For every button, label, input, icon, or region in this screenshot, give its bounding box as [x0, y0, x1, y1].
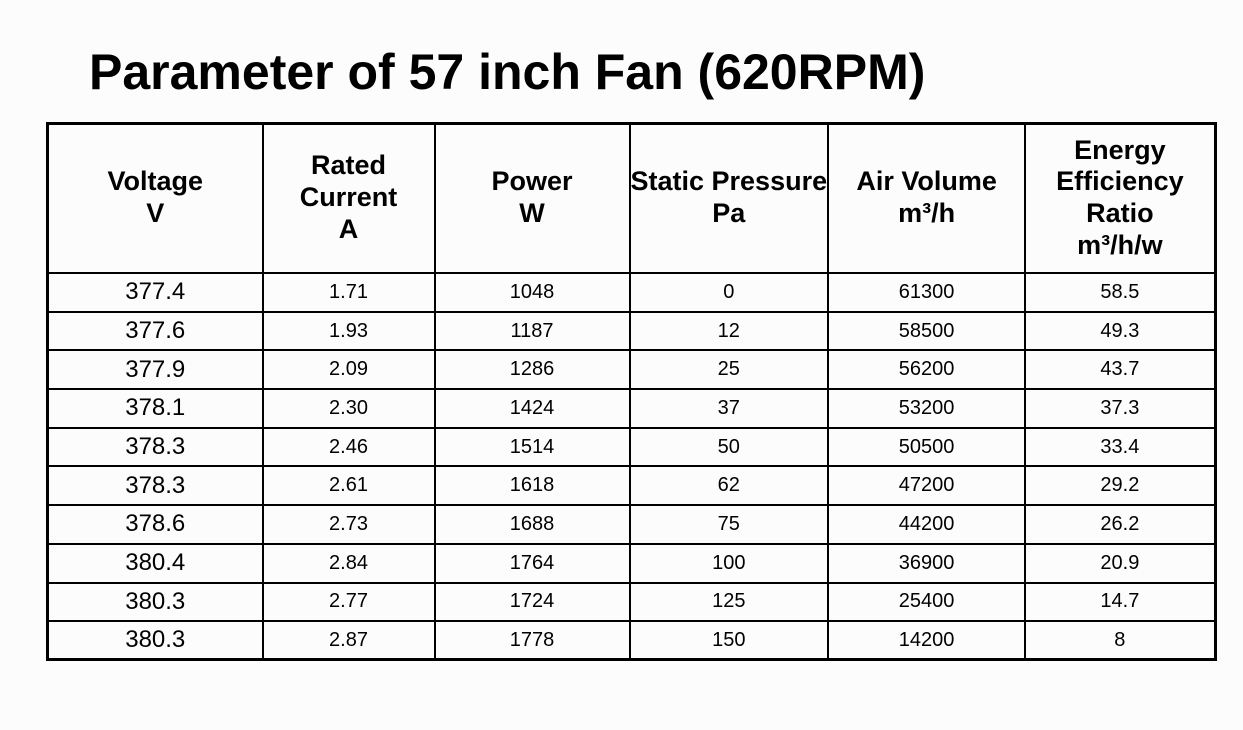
table-header: Voltage V Rated Current A Power W Static… [46, 122, 1217, 274]
cell-energy-efficiency-ratio: 8 [1024, 620, 1217, 661]
cell-rated-current: 2.77 [261, 581, 436, 623]
cell-static-pressure: 75 [628, 504, 830, 545]
page-title: Parameter of 57 inch Fan (620RPM) [89, 44, 926, 100]
cell-voltage: 377.9 [46, 349, 264, 391]
header-cell-air-volume: Air Volume m³/h [827, 122, 1027, 274]
header-unit: A [338, 214, 359, 245]
header-unit: m³/h [898, 198, 956, 229]
cell-energy-efficiency-ratio: 14.7 [1024, 581, 1217, 623]
header-label: Power [491, 166, 573, 197]
cell-static-pressure: 100 [628, 542, 830, 584]
table-row: 378.3 2.61 1618 62 47200 29.2 [46, 465, 1217, 507]
cell-static-pressure: 62 [628, 465, 830, 507]
cell-power: 1778 [433, 620, 631, 661]
cell-static-pressure: 0 [628, 272, 830, 313]
cell-rated-current: 2.84 [261, 542, 436, 584]
header-label: Rated Current [299, 150, 398, 213]
cell-voltage: 377.4 [46, 272, 264, 313]
cell-voltage: 380.3 [46, 620, 264, 661]
cell-air-volume: 53200 [827, 388, 1027, 429]
header-label: Static Pressure [630, 166, 828, 197]
table-row: 380.4 2.84 1764 100 36900 20.9 [46, 542, 1217, 584]
cell-air-volume: 44200 [827, 504, 1027, 545]
header-unit: Pa [712, 198, 746, 229]
table-row: 377.9 2.09 1286 25 56200 43.7 [46, 349, 1217, 391]
cell-rated-current: 2.46 [261, 426, 436, 468]
cell-energy-efficiency-ratio: 26.2 [1024, 504, 1217, 545]
fan-parameter-table: Voltage V Rated Current A Power W Static… [46, 121, 1217, 662]
cell-voltage: 378.6 [46, 504, 264, 545]
cell-rated-current: 2.09 [261, 349, 436, 391]
cell-air-volume: 36900 [827, 542, 1027, 584]
cell-power: 1688 [433, 504, 631, 545]
cell-voltage: 378.1 [46, 388, 264, 429]
cell-rated-current: 2.61 [261, 465, 436, 507]
cell-voltage: 378.3 [46, 426, 264, 468]
table-row: 380.3 2.87 1778 150 14200 8 [46, 620, 1217, 661]
cell-rated-current: 2.87 [261, 620, 436, 661]
cell-voltage: 378.3 [46, 465, 264, 507]
table-body: 377.4 1.71 1048 0 61300 58.5 377.6 1.93 1187 12 58… [46, 272, 1217, 661]
cell-energy-efficiency-ratio: 33.4 [1024, 426, 1217, 468]
table-row: 378.3 2.46 1514 50 50500 33.4 [46, 426, 1217, 468]
cell-power: 1424 [433, 388, 631, 429]
cell-rated-current: 1.71 [261, 272, 436, 313]
cell-power: 1764 [433, 542, 631, 584]
header-label: Energy Efficiency Ratio [1056, 134, 1184, 229]
cell-air-volume: 56200 [827, 349, 1027, 391]
cell-energy-efficiency-ratio: 49.3 [1024, 310, 1217, 352]
header-cell-voltage: Voltage V [46, 122, 264, 274]
cell-energy-efficiency-ratio: 58.5 [1024, 272, 1217, 313]
cell-air-volume: 58500 [827, 310, 1027, 352]
table-row: 380.3 2.77 1724 125 25400 14.7 [46, 581, 1217, 623]
cell-static-pressure: 12 [628, 310, 830, 352]
header-unit: m³/h/w [1077, 230, 1163, 261]
header-unit: W [519, 198, 545, 229]
cell-energy-efficiency-ratio: 37.3 [1024, 388, 1217, 429]
table-header-row: Voltage V Rated Current A Power W Static… [46, 122, 1217, 274]
table-row: 378.1 2.30 1424 37 53200 37.3 [46, 388, 1217, 429]
cell-energy-efficiency-ratio: 29.2 [1024, 465, 1217, 507]
table-row: 377.4 1.71 1048 0 61300 58.5 [46, 272, 1217, 313]
cell-static-pressure: 25 [628, 349, 830, 391]
header-cell-static-pressure: Static Pressure Pa [628, 122, 830, 274]
table-row: 378.6 2.73 1688 75 44200 26.2 [46, 504, 1217, 545]
cell-air-volume: 14200 [827, 620, 1027, 661]
cell-power: 1048 [433, 272, 631, 313]
cell-energy-efficiency-ratio: 20.9 [1024, 542, 1217, 584]
cell-air-volume: 50500 [827, 426, 1027, 468]
cell-power: 1724 [433, 581, 631, 623]
cell-power: 1514 [433, 426, 631, 468]
cell-voltage: 380.4 [46, 542, 264, 584]
cell-static-pressure: 50 [628, 426, 830, 468]
cell-rated-current: 2.30 [261, 388, 436, 429]
header-cell-rated-current: Rated Current A [261, 122, 436, 274]
cell-static-pressure: 150 [628, 620, 830, 661]
table-row: 377.6 1.93 1187 12 58500 49.3 [46, 310, 1217, 352]
cell-air-volume: 47200 [827, 465, 1027, 507]
cell-power: 1286 [433, 349, 631, 391]
header-cell-power: Power W [433, 122, 631, 274]
cell-air-volume: 25400 [827, 581, 1027, 623]
cell-voltage: 377.6 [46, 310, 264, 352]
cell-air-volume: 61300 [827, 272, 1027, 313]
header-cell-energy-efficiency-ratio: Energy Efficiency Ratio m³/h/w [1024, 122, 1217, 274]
cell-power: 1187 [433, 310, 631, 352]
cell-energy-efficiency-ratio: 43.7 [1024, 349, 1217, 391]
cell-power: 1618 [433, 465, 631, 507]
cell-voltage: 380.3 [46, 581, 264, 623]
cell-static-pressure: 125 [628, 581, 830, 623]
cell-rated-current: 2.73 [261, 504, 436, 545]
header-label: Voltage [107, 166, 203, 197]
cell-rated-current: 1.93 [261, 310, 436, 352]
cell-static-pressure: 37 [628, 388, 830, 429]
header-label: Air Volume [856, 166, 997, 197]
header-unit: V [146, 198, 165, 229]
